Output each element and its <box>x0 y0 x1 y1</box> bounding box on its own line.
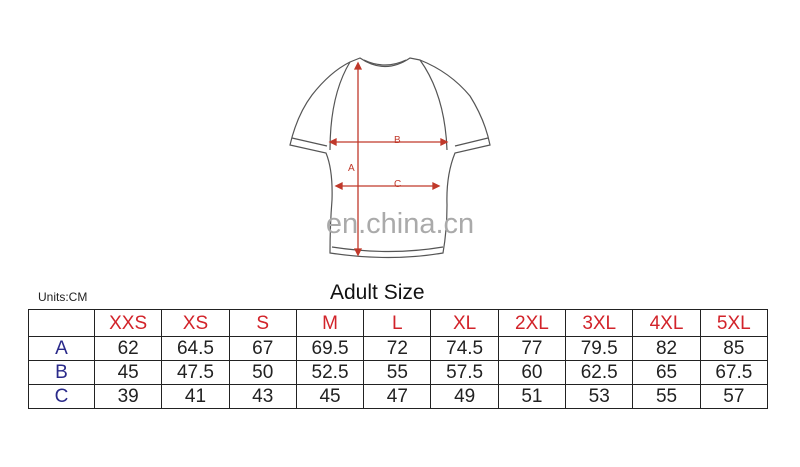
measurement-cell: 67.5 <box>699 360 769 385</box>
measurement-cell: 67 <box>228 336 297 361</box>
measurement-cell: 55 <box>363 360 432 385</box>
table-row: B 45 47.5 50 52.5 55 57.5 60 62.5 65 67.5 <box>28 360 769 385</box>
measurement-cell: 72 <box>363 336 432 361</box>
measurement-cell: 47.5 <box>161 360 230 385</box>
units-label: Units:CM <box>38 290 88 304</box>
size-header: XXS <box>93 309 163 337</box>
label-a: A <box>348 163 355 174</box>
chart-title: Adult Size <box>330 281 425 304</box>
row-label: A <box>28 336 95 361</box>
measurement-cell: 65 <box>632 360 701 385</box>
size-header: XL <box>430 309 499 337</box>
measurement-cell: 85 <box>699 336 769 361</box>
measurement-cell: 39 <box>93 384 163 409</box>
measurement-cell: 69.5 <box>295 336 365 361</box>
size-header: 4XL <box>632 309 701 337</box>
row-label: B <box>28 360 95 385</box>
header-row: XXS XS S M L XL 2XL 3XL 4XL 5XL <box>28 309 769 337</box>
size-header: 2XL <box>497 309 567 337</box>
measurement-cell: 62.5 <box>565 360 634 385</box>
measurement-cell: 74.5 <box>430 336 499 361</box>
measurement-cell: 62 <box>93 336 163 361</box>
measurement-cell: 49 <box>430 384 499 409</box>
measurement-cell: 79.5 <box>565 336 634 361</box>
table-row: A 62 64.5 67 69.5 72 74.5 77 79.5 82 85 <box>28 336 769 361</box>
measurement-cell: 47 <box>363 384 432 409</box>
measurement-cell: 45 <box>295 384 365 409</box>
size-header: 5XL <box>699 309 769 337</box>
measurement-cell: 53 <box>565 384 634 409</box>
tshirt-outline <box>289 57 491 259</box>
measurement-cell: 43 <box>228 384 297 409</box>
table-row: C 39 41 43 45 47 49 51 53 55 57 <box>28 384 769 409</box>
measurement-cell: 60 <box>497 360 567 385</box>
watermark: en.china.cn <box>326 208 474 240</box>
measurement-cell: 50 <box>228 360 297 385</box>
size-table: XXS XS S M L XL 2XL 3XL 4XL 5XL A 62 64.5 6… <box>28 309 769 409</box>
measurement-cell: 64.5 <box>161 336 230 361</box>
tshirt-diagram: A B C en.china.cn <box>289 57 491 259</box>
size-header: S <box>228 309 297 337</box>
size-header: M <box>295 309 365 337</box>
measurement-cell: 57 <box>699 384 769 409</box>
measurement-cell: 45 <box>93 360 163 385</box>
size-header: L <box>363 309 432 337</box>
measurement-cell: 41 <box>161 384 230 409</box>
corner-cell <box>28 309 95 337</box>
measurement-cell: 82 <box>632 336 701 361</box>
label-c: C <box>394 179 401 190</box>
label-b: B <box>394 135 401 146</box>
measurement-cell: 57.5 <box>430 360 499 385</box>
measurement-cell: 52.5 <box>295 360 365 385</box>
measurement-cell: 55 <box>632 384 701 409</box>
row-label: C <box>28 384 95 409</box>
measurement-arrows <box>328 61 449 257</box>
measurement-cell: 77 <box>497 336 567 361</box>
measurement-cell: 51 <box>497 384 567 409</box>
size-header: XS <box>161 309 230 337</box>
size-header: 3XL <box>565 309 634 337</box>
